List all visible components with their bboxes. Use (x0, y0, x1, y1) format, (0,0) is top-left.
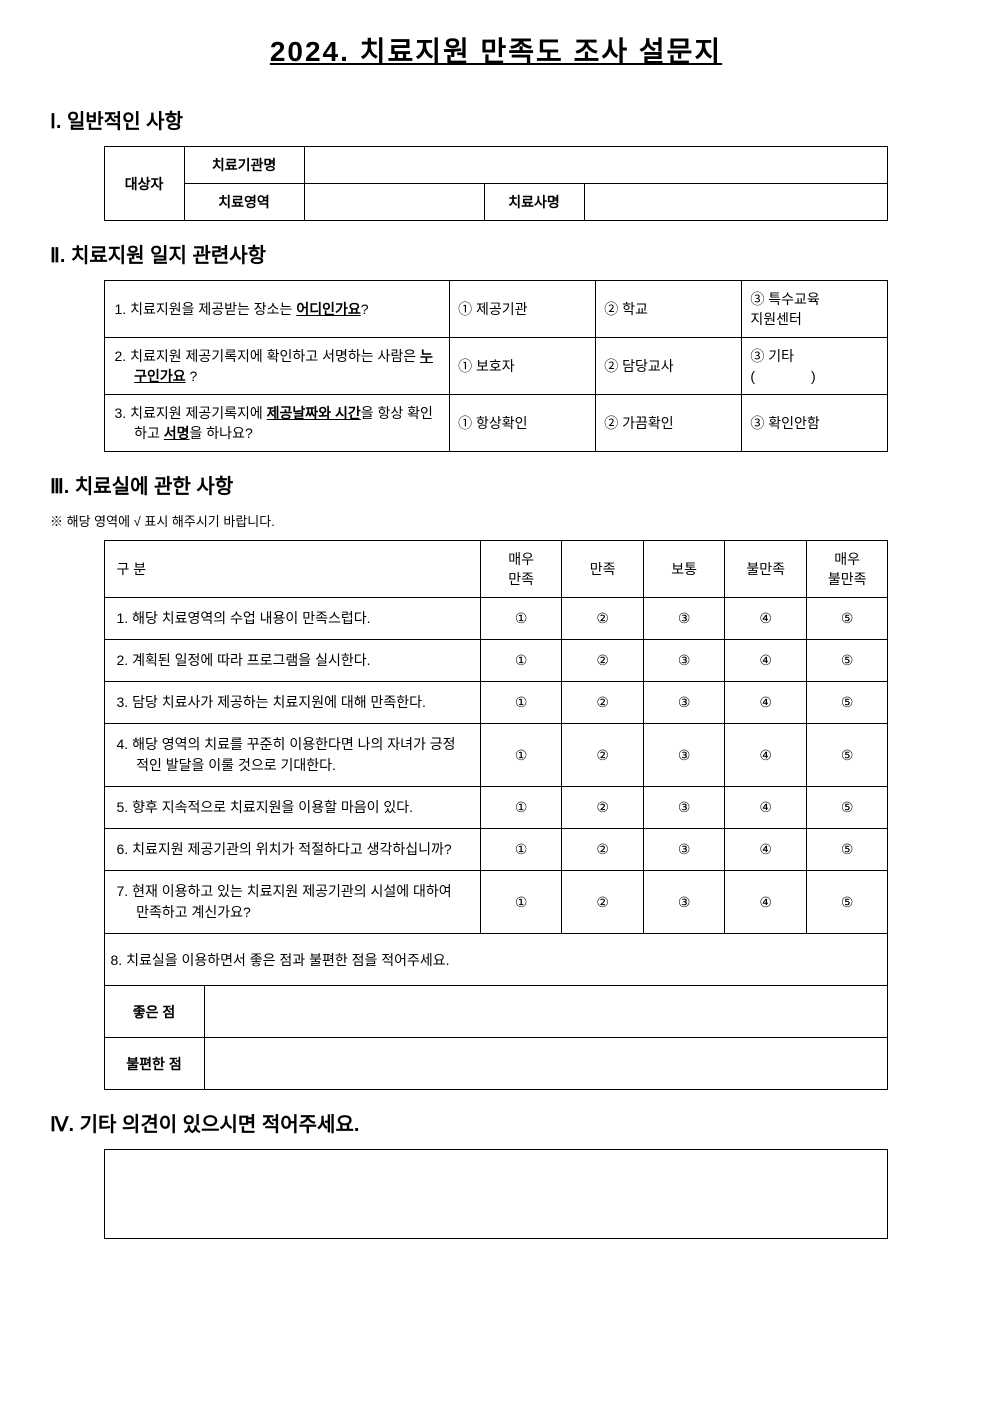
therapist-label: 치료사명 (484, 184, 584, 221)
sat-item-1-rating-2[interactable]: ② (562, 598, 644, 640)
log-q2-opt1[interactable]: ① 보호자 (450, 338, 596, 395)
sat-item-4-rating-4[interactable]: ④ (725, 724, 807, 787)
bad-points-value[interactable] (204, 1038, 888, 1090)
log-question-1: 1. 치료지원을 제공받는 장소는 어디인가요? (104, 281, 450, 338)
sat-item-1-rating-3[interactable]: ③ (643, 598, 725, 640)
feedback-table: 8. 치료실을 이용하면서 좋은 점과 불편한 점을 적어주세요. 좋은 점 불… (104, 933, 889, 1090)
sat-item-5-rating-4[interactable]: ④ (725, 787, 807, 829)
log-question-2: 2. 치료지원 제공기록지에 확인하고 서명하는 사람은 누구인가요 ? (104, 338, 450, 395)
sat-item-2-rating-4[interactable]: ④ (725, 640, 807, 682)
rating-header-4: 매우 불만족 (806, 541, 888, 598)
therapist-value[interactable] (584, 184, 888, 221)
sat-item-1-rating-4[interactable]: ④ (725, 598, 807, 640)
sat-item-4-rating-3[interactable]: ③ (643, 724, 725, 787)
sat-item-7-rating-1[interactable]: ① (480, 871, 562, 934)
section4-header: Ⅳ. 기타 의견이 있으시면 적어주세요. (50, 1108, 942, 1137)
sat-item-5-rating-5[interactable]: ⑤ (806, 787, 888, 829)
institution-label: 치료기관명 (184, 147, 304, 184)
sat-item-6-rating-3[interactable]: ③ (643, 829, 725, 871)
section3-note: ※ 해당 영역에 √ 표시 해주시기 바랍니다. (50, 511, 942, 530)
log-q3-opt2[interactable]: ② 가끔확인 (596, 395, 742, 452)
sat-item-6-rating-5[interactable]: ⑤ (806, 829, 888, 871)
log-question-3: 3. 치료지원 제공기록지에 제공날짜와 시간을 항상 확인하고 서명을 하나요… (104, 395, 450, 452)
free-item-label: 8. 치료실을 이용하면서 좋은 점과 불편한 점을 적어주세요. (104, 934, 888, 986)
good-points-value[interactable] (204, 986, 888, 1038)
bad-points-label: 불편한 점 (104, 1038, 204, 1090)
sat-item-7-rating-2[interactable]: ② (562, 871, 644, 934)
sat-item-7-rating-3[interactable]: ③ (643, 871, 725, 934)
sat-item-7-rating-5[interactable]: ⑤ (806, 871, 888, 934)
good-points-label: 좋은 점 (104, 986, 204, 1038)
sat-item-6: 6. 치료지원 제공기관의 위치가 적절하다고 생각하십니까? (104, 829, 480, 871)
log-q2-opt2[interactable]: ② 담당교사 (596, 338, 742, 395)
sat-item-3-rating-2[interactable]: ② (562, 682, 644, 724)
institution-value[interactable] (304, 147, 888, 184)
sat-item-5: 5. 향후 지속적으로 치료지원을 이용할 마음이 있다. (104, 787, 480, 829)
sat-item-1: 1. 해당 치료영역의 수업 내용이 만족스럽다. (104, 598, 480, 640)
section3-header: Ⅲ. 치료실에 관한 사항 (50, 470, 942, 499)
section2-header: Ⅱ. 치료지원 일지 관련사항 (50, 239, 942, 268)
subject-label: 대상자 (104, 147, 184, 221)
sat-item-3-rating-4[interactable]: ④ (725, 682, 807, 724)
sat-item-4: 4. 해당 영역의 치료를 꾸준히 이용한다면 나의 자녀가 긍정적인 발달을 … (104, 724, 480, 787)
sat-item-5-rating-2[interactable]: ② (562, 787, 644, 829)
log-q3-opt3[interactable]: ③ 확인안함 (742, 395, 888, 452)
log-q3-opt1[interactable]: ① 항상확인 (450, 395, 596, 452)
rating-header-3: 불만족 (725, 541, 807, 598)
log-q1-opt3[interactable]: ③ 특수교육 지원센터 (742, 281, 888, 338)
other-comments-box[interactable] (104, 1149, 889, 1239)
sat-item-3-rating-3[interactable]: ③ (643, 682, 725, 724)
rating-header-0: 매우 만족 (480, 541, 562, 598)
sat-item-3-rating-1[interactable]: ① (480, 682, 562, 724)
sat-item-2-rating-3[interactable]: ③ (643, 640, 725, 682)
log-q1-opt2[interactable]: ② 학교 (596, 281, 742, 338)
rating-header-2: 보통 (643, 541, 725, 598)
area-label: 치료영역 (184, 184, 304, 221)
sat-item-2-rating-1[interactable]: ① (480, 640, 562, 682)
log-questions-table: 1. 치료지원을 제공받는 장소는 어디인가요?① 제공기관② 학교③ 특수교육… (104, 280, 889, 452)
section1-header: Ⅰ. 일반적인 사항 (50, 105, 942, 134)
sat-item-6-rating-2[interactable]: ② (562, 829, 644, 871)
sat-item-5-rating-3[interactable]: ③ (643, 787, 725, 829)
sat-item-7: 7. 현재 이용하고 있는 치료지원 제공기관의 시설에 대하여 만족하고 계신… (104, 871, 480, 934)
sat-item-4-rating-5[interactable]: ⑤ (806, 724, 888, 787)
sat-item-6-rating-4[interactable]: ④ (725, 829, 807, 871)
sat-item-1-rating-5[interactable]: ⑤ (806, 598, 888, 640)
sat-item-2-rating-5[interactable]: ⑤ (806, 640, 888, 682)
col-header-category: 구 분 (104, 541, 480, 598)
rating-header-1: 만족 (562, 541, 644, 598)
sat-item-2: 2. 계획된 일정에 따라 프로그램을 실시한다. (104, 640, 480, 682)
sat-item-3-rating-5[interactable]: ⑤ (806, 682, 888, 724)
sat-item-6-rating-1[interactable]: ① (480, 829, 562, 871)
log-q1-opt1[interactable]: ① 제공기관 (450, 281, 596, 338)
sat-item-5-rating-1[interactable]: ① (480, 787, 562, 829)
sat-item-1-rating-1[interactable]: ① (480, 598, 562, 640)
satisfaction-table: 구 분 매우 만족 만족 보통 불만족 매우 불만족 1. 해당 치료영역의 수… (104, 540, 889, 934)
sat-item-7-rating-4[interactable]: ④ (725, 871, 807, 934)
sat-item-4-rating-2[interactable]: ② (562, 724, 644, 787)
area-value[interactable] (304, 184, 484, 221)
sat-item-3: 3. 담당 치료사가 제공하는 치료지원에 대해 만족한다. (104, 682, 480, 724)
sat-item-2-rating-2[interactable]: ② (562, 640, 644, 682)
log-q2-opt3[interactable]: ③ 기타 ( ) (742, 338, 888, 395)
page-title: 2024. 치료지원 만족도 조사 설문지 (50, 30, 942, 70)
subject-info-table: 대상자 치료기관명 치료영역 치료사명 (104, 146, 889, 221)
sat-item-4-rating-1[interactable]: ① (480, 724, 562, 787)
